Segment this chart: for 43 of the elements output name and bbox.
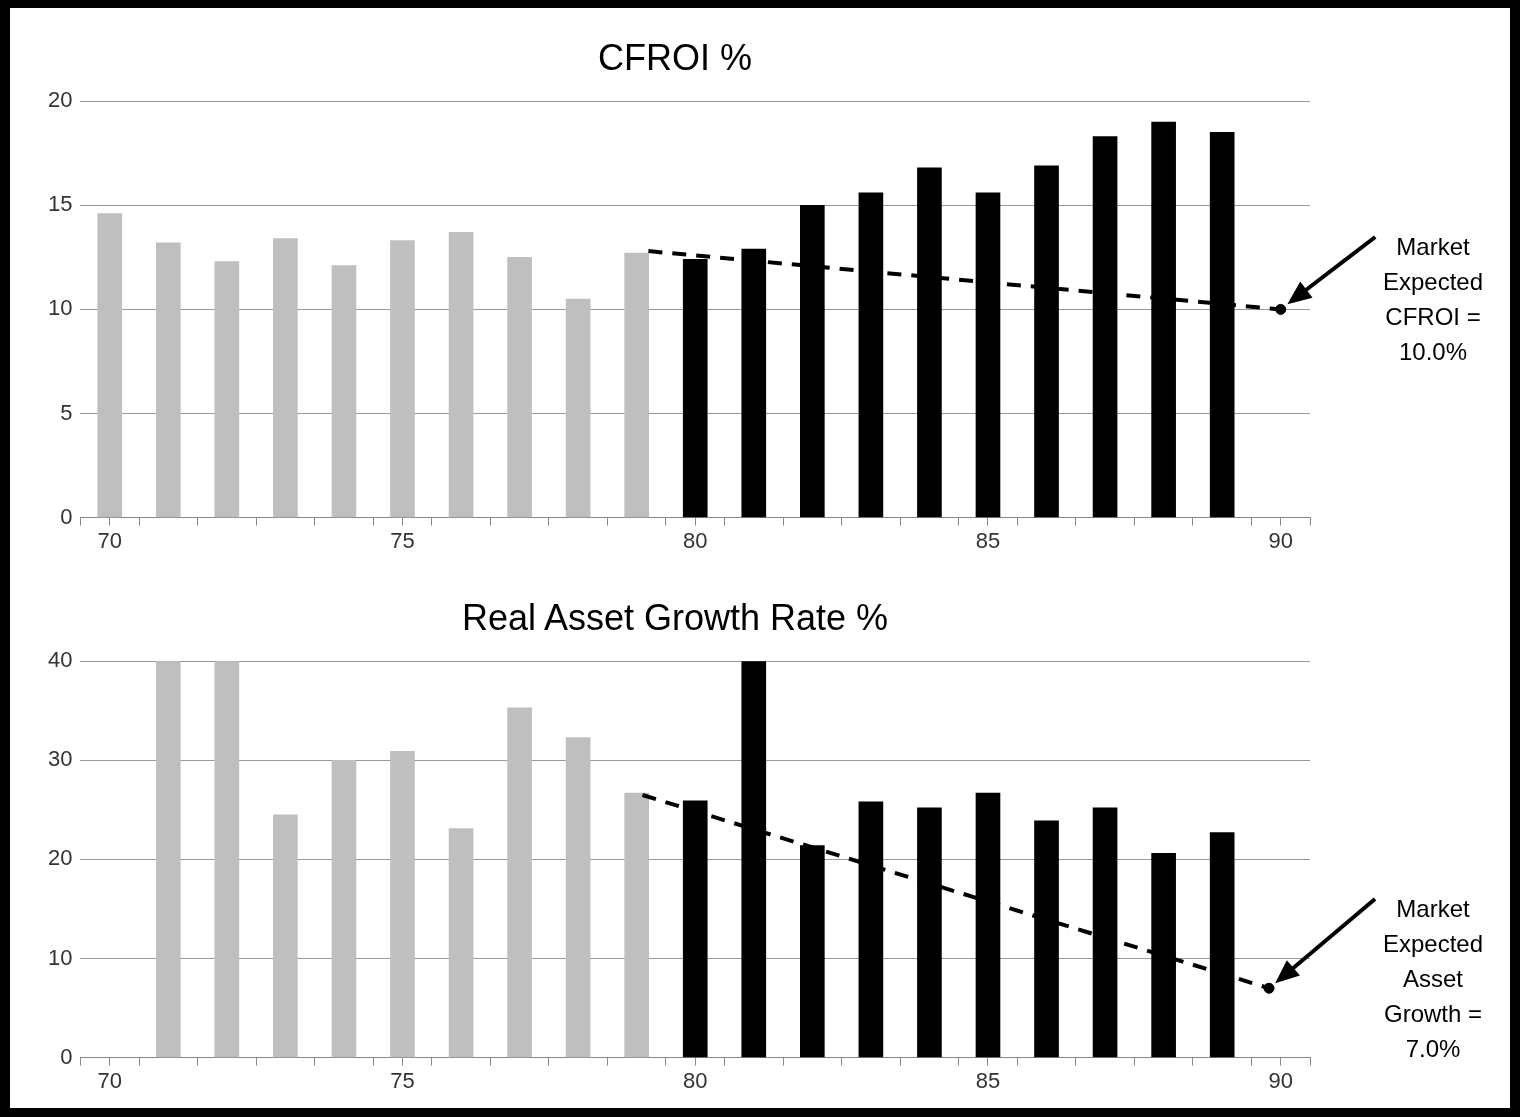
bar [507, 257, 532, 518]
text: Market Expected CFROI = 10.0% [1381, 232, 1485, 368]
bar [155, 242, 181, 518]
bar [214, 261, 240, 518]
x-tick-label: 90 [1268, 527, 1293, 553]
x-tick-label: 85 [975, 1067, 1001, 1093]
chart-title: Real Asset Growth Rate % [461, 596, 889, 638]
bar [624, 792, 650, 1058]
y-tick-label: 0 [60, 503, 73, 529]
text: Market Expected Asset Growth = 7.0% [1381, 893, 1485, 1064]
x-tick-label: 80 [682, 527, 708, 553]
y-tick-label: 10 [47, 944, 73, 970]
x-tick-label: 75 [390, 1067, 415, 1093]
y-tick-label: 15 [47, 191, 73, 217]
x-tick-label: 85 [975, 527, 1001, 553]
x-tick-label: 70 [97, 527, 122, 553]
bar [565, 737, 591, 1058]
bar [565, 298, 591, 518]
y-tick-label: 20 [47, 87, 73, 113]
y-tick-label: 20 [47, 845, 73, 871]
bar [214, 661, 240, 1058]
y-tick-label: 40 [47, 647, 73, 673]
x-tick-label: 80 [682, 1067, 708, 1093]
bar [448, 828, 474, 1058]
x-tick-label: 70 [97, 1067, 122, 1093]
bar [390, 751, 415, 1058]
chart-title: CFROI % [597, 36, 753, 78]
y-tick-label: 0 [60, 1043, 73, 1069]
x-tick-label: 75 [390, 527, 415, 553]
y-tick-label: 10 [47, 295, 73, 321]
bar [507, 707, 532, 1058]
bar [331, 759, 357, 1058]
bar [624, 252, 650, 518]
bar [97, 213, 123, 518]
bar [273, 814, 298, 1058]
y-tick-label: 5 [60, 399, 73, 425]
bar [331, 265, 357, 518]
bar [390, 240, 415, 518]
bar [155, 661, 181, 1058]
x-tick-label: 90 [1268, 1067, 1293, 1093]
y-tick-label: 30 [47, 746, 73, 772]
bar [448, 232, 474, 518]
bar [273, 238, 298, 518]
